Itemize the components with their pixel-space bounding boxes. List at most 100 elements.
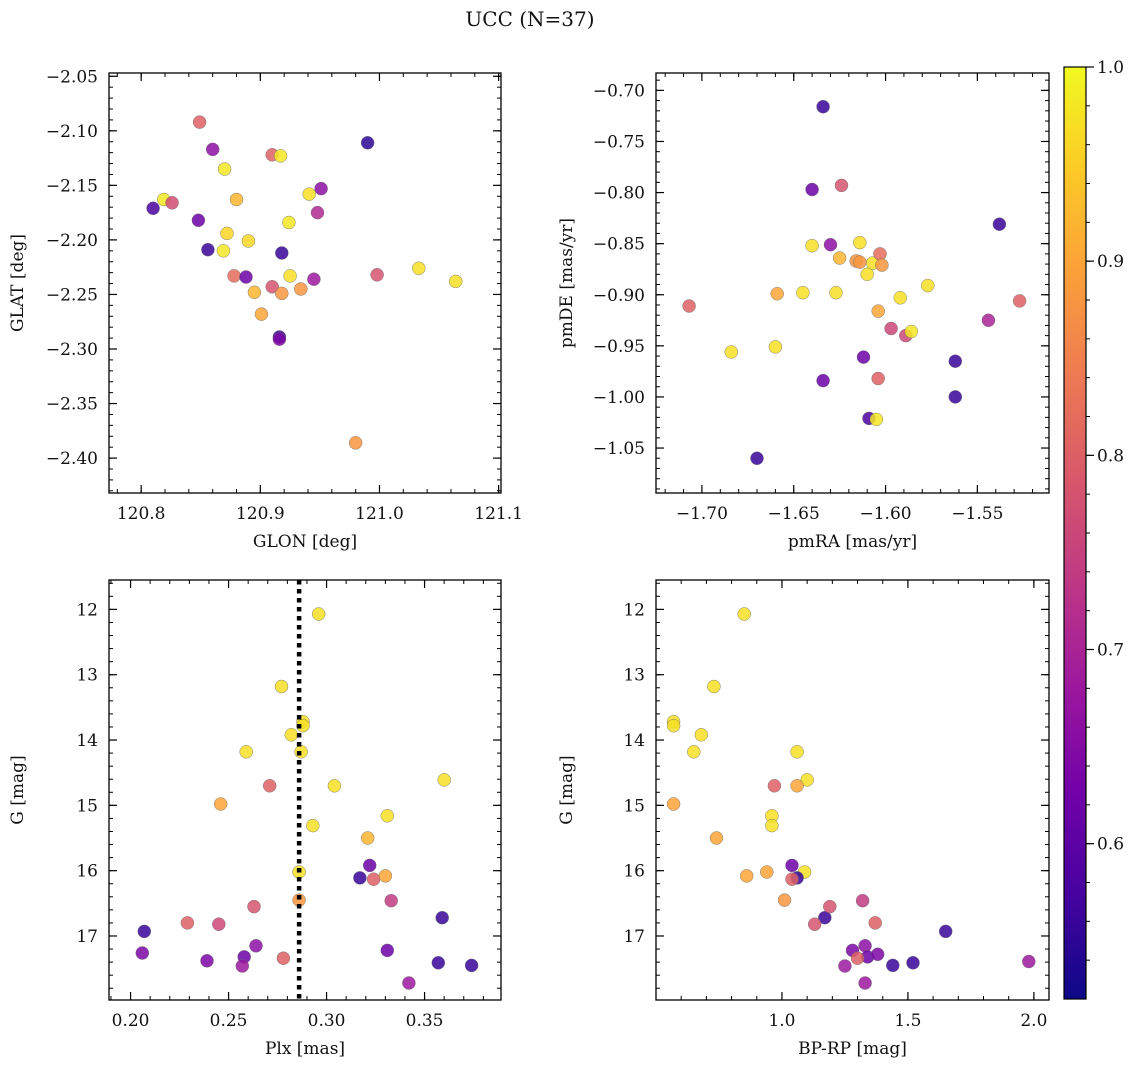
- scatter-point: [768, 340, 783, 354]
- scatter-points: [146, 115, 463, 450]
- y-tick-label: 14: [623, 731, 645, 751]
- scatter-point: [767, 779, 782, 793]
- y-tick-label: −2.35: [46, 395, 98, 415]
- scatter-point: [263, 779, 277, 793]
- x-tick-label: 0.30: [308, 1011, 346, 1031]
- scatter-point: [829, 286, 843, 300]
- y-tick-label: 12: [76, 600, 98, 620]
- x-axis-label: pmRA [mas/yr]: [788, 532, 917, 552]
- scatter-point: [353, 871, 367, 885]
- scatter-points: [666, 607, 1036, 990]
- x-tick-label: −1.60: [860, 504, 912, 524]
- scatter-point: [834, 178, 849, 193]
- y-tick-label: 12: [623, 600, 645, 620]
- scatter-point: [765, 818, 779, 833]
- scatter-point: [273, 149, 288, 163]
- y-tick-label: 17: [623, 927, 645, 947]
- y-tick-label: −2.40: [46, 449, 98, 469]
- scatter-point: [205, 142, 220, 157]
- scatter-point: [360, 136, 375, 150]
- scatter-point: [310, 205, 325, 220]
- scatter-point: [906, 956, 920, 970]
- colorbar-tick-label: 0.9: [1097, 252, 1124, 272]
- y-axis-label: GLAT [deg]: [8, 234, 28, 332]
- scatter-panel: −1.70 −1.65 −1.60 −1.55 −0.70 −0.75 −0.80 −0.85…: [557, 72, 1050, 552]
- x-tick-label: −1.65: [768, 504, 820, 524]
- scatter-point: [886, 958, 900, 973]
- scatter-point: [709, 831, 724, 845]
- figure-title: UCC (N=37): [465, 7, 594, 31]
- scatter-point: [249, 939, 263, 953]
- scatter-point: [790, 745, 804, 759]
- scatter-point: [135, 946, 150, 960]
- y-tick-label: 14: [76, 731, 98, 751]
- scatter-points: [682, 99, 1027, 465]
- scatter-point: [247, 899, 261, 914]
- scatter-point: [327, 779, 342, 793]
- scatter-point: [740, 869, 754, 883]
- x-tick-label: −1.55: [951, 504, 1003, 524]
- scatter-point: [449, 274, 463, 289]
- scatter-point: [858, 976, 872, 990]
- scatter-point: [274, 679, 289, 694]
- y-tick-label: −1.00: [593, 388, 645, 408]
- scatter-point: [229, 192, 244, 207]
- scatter-point: [431, 956, 445, 970]
- plot-area: [656, 73, 1049, 493]
- scatter-point: [875, 258, 889, 272]
- plot-frame: [108, 72, 502, 494]
- plot-area: [109, 73, 501, 493]
- scatter-point: [276, 951, 291, 965]
- scatter-point: [808, 917, 822, 931]
- scatter-point: [868, 916, 882, 930]
- y-tick-label: −2.15: [46, 176, 98, 196]
- scatter-point: [1012, 294, 1027, 308]
- x-tick-label: 2.0: [1020, 1011, 1047, 1031]
- scatter-point: [220, 226, 234, 241]
- x-axis-label: GLON [deg]: [253, 532, 357, 552]
- scatter-point: [435, 911, 449, 925]
- scatter-point: [380, 943, 394, 958]
- y-tick-label: −2.20: [46, 231, 98, 251]
- colorbar-gradient: [1063, 66, 1087, 1000]
- scatter-point: [402, 976, 416, 990]
- scatter-point: [283, 269, 297, 283]
- y-tick-label: −2.30: [46, 340, 98, 360]
- scatter-point: [146, 201, 160, 216]
- scatter-point: [860, 267, 874, 281]
- x-tick-label: 120.8: [117, 504, 166, 524]
- y-tick-label: −2.10: [46, 122, 98, 142]
- scatter-point: [884, 321, 898, 336]
- scatter-point: [312, 607, 326, 621]
- y-tick-label: 15: [623, 796, 645, 816]
- scatter-point: [948, 390, 962, 404]
- scatter-point: [869, 412, 884, 427]
- y-axis-label: pmDE [mas/yr]: [557, 218, 577, 348]
- y-tick-label: −0.85: [593, 235, 645, 255]
- scatter-point: [284, 728, 298, 742]
- scatter-point: [254, 307, 269, 321]
- scatter-point: [137, 924, 152, 939]
- colorbar-tick-label: 0.8: [1097, 446, 1124, 466]
- scatter-point: [850, 951, 865, 965]
- scatter-point: [275, 246, 289, 260]
- y-tick-label: −2.05: [46, 67, 98, 87]
- scatter-point: [180, 916, 195, 930]
- scatter-point: [437, 773, 451, 787]
- scatter-point: [853, 235, 867, 250]
- y-tick-label: −0.75: [593, 132, 645, 152]
- scatter-point: [275, 286, 289, 301]
- scatter-point: [294, 282, 308, 296]
- plot-panels: 120.8 120.9 121.0 121.1−2.05−2.10−2.15−2.20…: [8, 67, 1050, 1059]
- scatter-point: [378, 869, 393, 883]
- scatter-point: [464, 958, 479, 973]
- scatter-point: [213, 797, 228, 811]
- scatter-point: [724, 345, 738, 359]
- scatter-point: [666, 797, 681, 811]
- y-tick-label: 13: [76, 666, 98, 686]
- plot-frame: [655, 579, 1050, 1001]
- scatter-point: [682, 299, 696, 313]
- scatter-point: [800, 773, 814, 787]
- scatter-point: [363, 858, 377, 873]
